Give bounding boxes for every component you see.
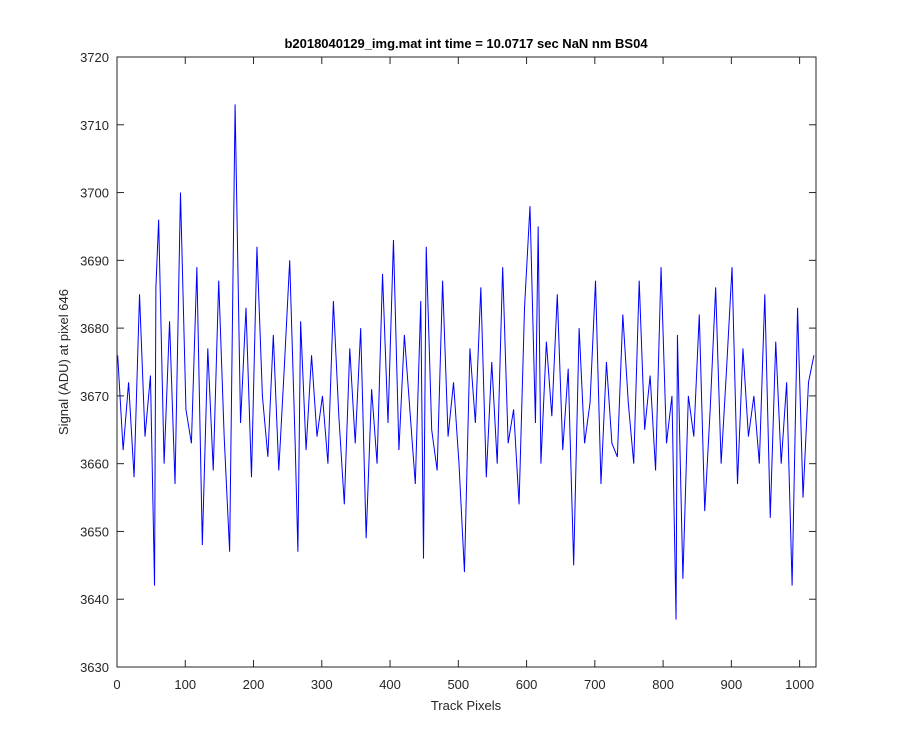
x-tick-label-4: 400	[379, 677, 401, 692]
y-ticks: 3630 3640 3650 3660 3670 3680 3690 3700 3710 3720	[80, 50, 816, 675]
x-tick-label-10: 1000	[785, 677, 814, 692]
y-tick-label-7: 3700	[80, 186, 109, 201]
x-tick-label-8: 800	[652, 677, 674, 692]
x-tick-label-5: 500	[447, 677, 469, 692]
y-axis-label: Signal (ADU) at pixel 646	[56, 289, 71, 435]
x-axis-label: Track Pixels	[431, 698, 502, 713]
axes-box	[116, 56, 817, 668]
y-tick-label-5: 3680	[80, 321, 109, 336]
x-tick-label-2: 200	[243, 677, 265, 692]
chart-title: b2018040129_img.mat int time = 10.0717 s…	[284, 36, 648, 51]
x-tick-label-7: 700	[584, 677, 606, 692]
x-tick-label-3: 300	[311, 677, 333, 692]
y-tick-label-1: 3640	[80, 592, 109, 607]
y-tick-label-9: 3720	[80, 50, 109, 65]
y-tick-label-6: 3690	[80, 253, 109, 268]
y-tick-label-4: 3670	[80, 389, 109, 404]
series-line-0	[117, 104, 815, 620]
plot-area	[117, 57, 816, 667]
y-tick-label-2: 3650	[80, 524, 109, 539]
y-tick-label-0: 3630	[80, 660, 109, 675]
x-tick-label-0: 0	[113, 677, 120, 692]
y-tick-label-8: 3710	[80, 118, 109, 133]
x-tick-label-1: 100	[174, 677, 196, 692]
series-layer	[117, 104, 815, 620]
x-tick-label-9: 900	[721, 677, 743, 692]
x-ticks: 0 100 200 300 400 500 600 700 800 900 1000	[113, 57, 814, 692]
y-tick-label-3: 3660	[80, 457, 109, 472]
x-tick-label-6: 600	[516, 677, 538, 692]
